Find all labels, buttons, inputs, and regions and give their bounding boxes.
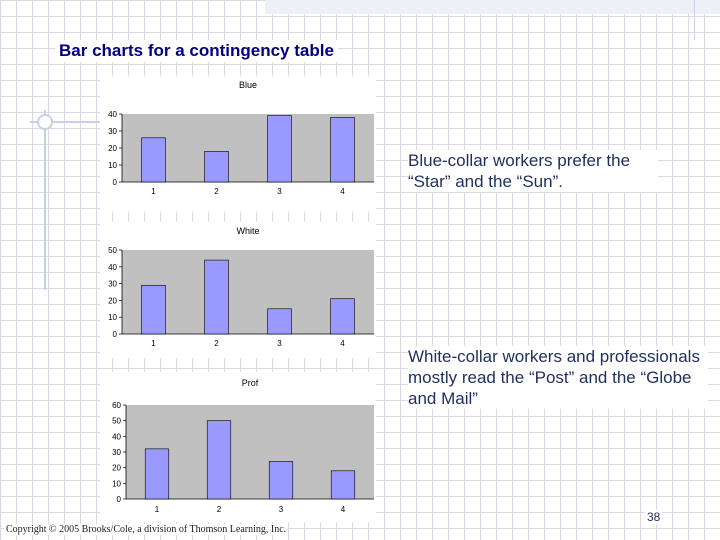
white-xtick-label: 2 (214, 339, 219, 348)
prof-bar-2 (206, 420, 232, 500)
chart-prof-panel: Prof 0 10 20 30 40 50 60 1 2 3 4 (100, 372, 376, 522)
page-number: 38 (645, 510, 663, 524)
chart-blue-panel: Blue 0 10 20 30 40 1 2 3 4 (100, 76, 376, 212)
blue-xtick-label: 3 (277, 187, 282, 196)
white-chart-title: White (236, 226, 259, 236)
white-bar-2 (204, 259, 229, 335)
blue-ytick-label: 10 (108, 161, 117, 170)
decor-vertical-line (44, 110, 46, 290)
slide-title: Bar charts for a contingency table (55, 40, 338, 62)
white-xtick-label: 1 (151, 339, 156, 348)
copyright-text: Copyright © 2005 Brooks/Cole, a division… (4, 524, 289, 535)
decor-horizontal-line (30, 121, 100, 123)
note-blue-collar: Blue-collar workers prefer the “Star” an… (408, 150, 658, 192)
white-ytick-label: 0 (113, 330, 118, 339)
white-bar-4 (330, 298, 355, 335)
chart-white-panel: White 0 10 20 30 40 50 1 2 3 4 (100, 222, 376, 358)
prof-xtick-label: 2 (217, 505, 222, 514)
blue-ytick-label: 0 (113, 178, 118, 187)
chart-blue: Blue 0 10 20 30 40 1 2 3 4 (108, 80, 374, 196)
blue-bar-3 (267, 115, 292, 183)
prof-ytick-label: 60 (112, 401, 121, 410)
blue-xtick-label: 4 (340, 187, 345, 196)
white-ytick-label: 40 (108, 263, 117, 272)
blue-chart-title: Blue (239, 80, 257, 90)
chart-white: White 0 10 20 30 40 50 1 2 3 4 (108, 226, 374, 348)
prof-ytick-label: 20 (112, 464, 121, 473)
blue-bar-1 (141, 137, 166, 183)
white-bar-1 (141, 284, 166, 335)
top-decor-band (265, 0, 720, 14)
white-xtick-label: 4 (340, 339, 345, 348)
prof-bar-4 (330, 470, 356, 500)
white-bar-3 (267, 308, 292, 335)
chart-prof: Prof 0 10 20 30 40 50 60 1 2 3 4 (112, 378, 374, 514)
blue-ytick-label: 30 (108, 127, 117, 136)
prof-xtick-label: 3 (279, 505, 284, 514)
white-xtick-label: 3 (277, 339, 282, 348)
top-decor-line (694, 0, 695, 40)
note-white-collar: White-collar workers and professionals m… (408, 346, 708, 409)
blue-ytick-label: 20 (108, 144, 117, 153)
prof-ytick-label: 50 (112, 417, 121, 426)
white-ytick-label: 30 (108, 280, 117, 289)
blue-xtick-label: 1 (151, 187, 156, 196)
blue-bar-2 (204, 151, 229, 183)
decor-circle (37, 114, 53, 130)
prof-ytick-label: 0 (117, 495, 122, 504)
white-ytick-label: 10 (108, 313, 117, 322)
blue-ytick-label: 40 (108, 110, 117, 119)
prof-ytick-label: 40 (112, 432, 121, 441)
prof-bar-3 (268, 461, 294, 500)
blue-bar-4 (330, 117, 355, 183)
prof-chart-title: Prof (242, 378, 259, 388)
prof-ytick-label: 30 (112, 448, 121, 457)
prof-bar-1 (144, 448, 170, 500)
prof-xtick-label: 4 (341, 505, 346, 514)
prof-ytick-label: 10 (112, 479, 121, 488)
white-ytick-label: 20 (108, 296, 117, 305)
blue-xtick-label: 2 (214, 187, 219, 196)
prof-xtick-label: 1 (155, 505, 160, 514)
white-ytick-label: 50 (108, 246, 117, 255)
